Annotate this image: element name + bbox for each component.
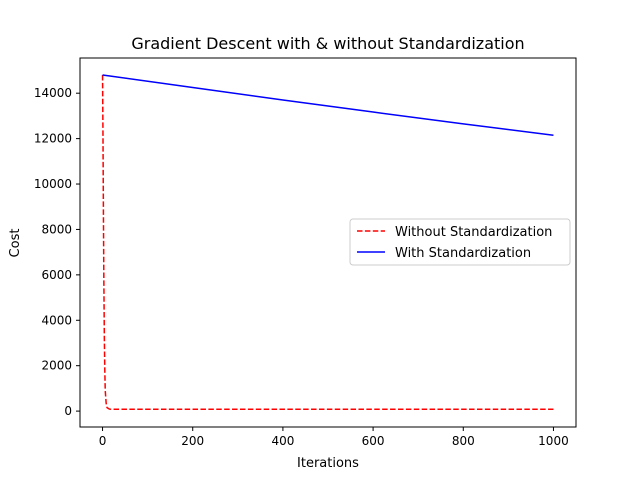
- plot-frame: [79, 57, 577, 428]
- legend-label-without-standardization: Without Standardization: [395, 225, 552, 240]
- x-tick-label: 0: [99, 434, 107, 448]
- y-tick-label: 14000: [34, 86, 72, 100]
- chart-title: Gradient Descent with & without Standard…: [131, 34, 524, 53]
- y-axis-label: Cost: [8, 229, 23, 258]
- legend-box: [349, 218, 571, 266]
- legend: Without Standardization With Standardiza…: [349, 218, 571, 266]
- series-line-with-standardization: [102, 74, 554, 136]
- x-tick-label: 600: [362, 434, 385, 448]
- y-tick-label: 8000: [41, 222, 72, 236]
- y-tick-label: 12000: [34, 132, 72, 146]
- legend-label-with-standardization: With Standardization: [395, 246, 531, 261]
- plot-layer: [101, 74, 554, 411]
- x-tick-label: 800: [452, 434, 475, 448]
- x-tick-label: 400: [271, 434, 294, 448]
- x-tick-label: 200: [181, 434, 204, 448]
- x-tick-label: 1000: [538, 434, 569, 448]
- ticks-layer: 0 200 400 600 800 100002000400060008000100001…: [34, 86, 569, 448]
- y-tick-label: 0: [64, 404, 72, 418]
- y-tick-label: 10000: [34, 177, 72, 191]
- y-tick-label: 2000: [41, 359, 72, 373]
- x-axis-label: Iterations: [297, 456, 359, 471]
- y-tick-label: 6000: [41, 268, 72, 282]
- y-tick-label: 4000: [41, 313, 72, 327]
- series-line-without-standardization: [101, 75, 554, 411]
